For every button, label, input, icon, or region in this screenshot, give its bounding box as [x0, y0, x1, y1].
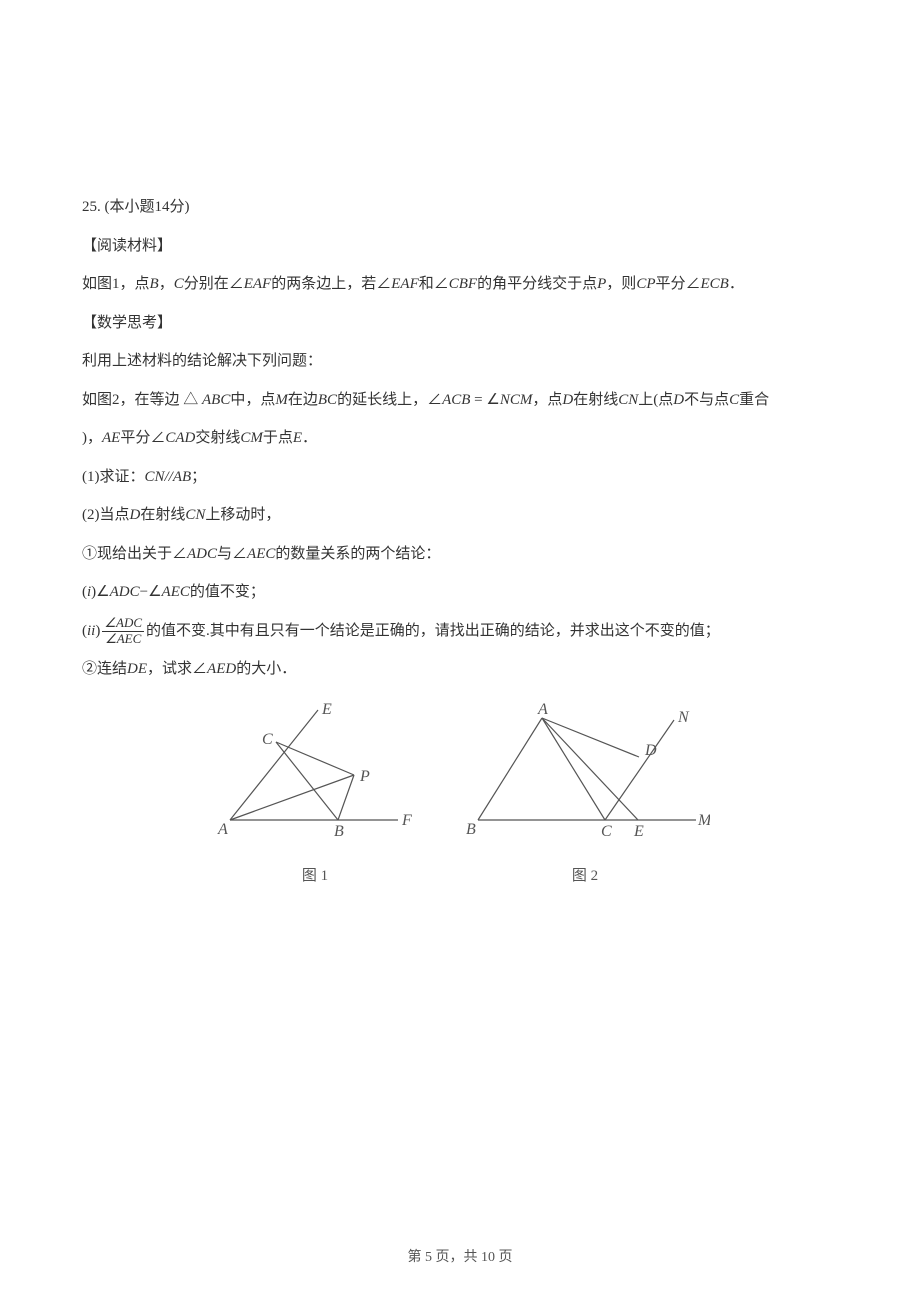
- question-2-ii: (ii)∠ADC∠AEC的值不变.其中有且只有一个结论是正确的，请找出正确的结论…: [82, 614, 838, 649]
- question-2-sub2: ②连结DE，试求∠AED的大小．: [82, 652, 838, 687]
- points: (本小题14分): [105, 199, 190, 215]
- paragraph-3a: 如图2，在等边 △ ABC中，点M在边BC的延长线上，∠ACB = ∠NCM，点…: [82, 383, 838, 418]
- svg-text:D: D: [644, 742, 657, 759]
- svg-text:C: C: [262, 731, 273, 748]
- figure-2-caption: 图 2: [460, 859, 710, 894]
- svg-text:P: P: [359, 768, 370, 785]
- figure-1-caption: 图 1: [210, 859, 420, 894]
- svg-text:A: A: [217, 821, 228, 838]
- paragraph-2: 利用上述材料的结论解决下列问题：: [82, 344, 838, 379]
- question-number: 25.: [82, 199, 101, 215]
- thinking-heading: 【数学思考】: [82, 306, 838, 341]
- figures-container: E C P A B F 图 1 A N D B C E M 图 2: [82, 702, 838, 894]
- svg-text:B: B: [334, 823, 344, 840]
- question-header: 25. (本小题14分): [82, 190, 838, 225]
- svg-text:F: F: [401, 812, 412, 829]
- svg-text:C: C: [601, 823, 612, 840]
- question-1: (1)求证：CN//AB；: [82, 460, 838, 495]
- question-2: (2)当点D在射线CN上移动时，: [82, 498, 838, 533]
- question-2-i: (i)∠ADC−∠AEC的值不变；: [82, 575, 838, 610]
- figure-1-block: E C P A B F 图 1: [210, 702, 420, 894]
- question-2-sub1: ①现给出关于∠ADC与∠AEC的数量关系的两个结论：: [82, 537, 838, 572]
- document-content: 25. (本小题14分) 【阅读材料】 如图1，点B，C分别在∠EAF的两条边上…: [0, 0, 920, 894]
- reading-heading: 【阅读材料】: [82, 229, 838, 264]
- figure-1-svg: E C P A B F: [210, 702, 420, 842]
- figure-2-svg: A N D B C E M: [460, 702, 710, 842]
- paragraph-3b: )，AE平分∠CAD交射线CM于点E．: [82, 421, 838, 456]
- fraction: ∠ADC∠AEC: [102, 616, 144, 646]
- svg-text:M: M: [697, 812, 710, 829]
- svg-text:B: B: [466, 821, 476, 838]
- paragraph-1: 如图1，点B，C分别在∠EAF的两条边上，若∠EAF和∠CBF的角平分线交于点P…: [82, 267, 838, 302]
- svg-text:E: E: [321, 702, 332, 718]
- svg-text:A: A: [537, 702, 548, 718]
- page-footer: 第 5 页，共 10 页: [0, 1246, 920, 1266]
- svg-text:N: N: [677, 709, 690, 726]
- svg-text:E: E: [633, 823, 644, 840]
- figure-2-block: A N D B C E M 图 2: [460, 702, 710, 894]
